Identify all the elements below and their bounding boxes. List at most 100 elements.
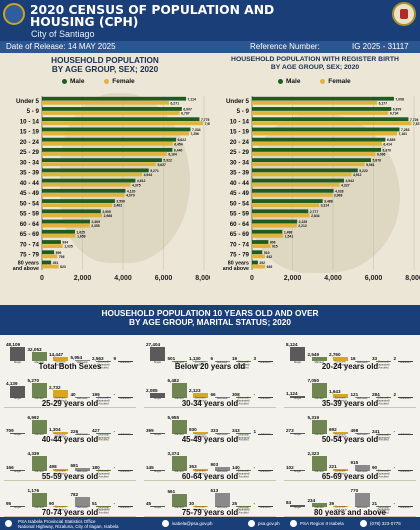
marital-value-label: -	[393, 465, 396, 471]
marital-bar: 903	[211, 462, 230, 471]
female-data-label: 6,271	[170, 101, 179, 105]
marital-category-label: Single	[13, 469, 22, 473]
marital-bar: 1,124	[286, 391, 305, 398]
y-tick-label: and above	[223, 266, 249, 272]
panel-divider	[144, 443, 276, 445]
marital-bar: 915	[351, 460, 370, 471]
female-bar	[252, 193, 333, 197]
household-population-chart: 0 2,000 4,000 6,000 8,000 Under 5 7,114 6,271 5 …	[13, 96, 210, 282]
male-data-label: 806	[270, 241, 276, 245]
marital-value-label: 1,124	[286, 390, 298, 396]
marital-panel: 102 Single 2,323 Married 221 Common-Law/Live-…	[280, 444, 420, 481]
marital-bar: 4,339	[28, 451, 47, 471]
marital-value-label: 308	[232, 392, 240, 398]
marital-category-label: Common-Law/Live-in	[53, 469, 68, 476]
marital-category-label: Married	[174, 360, 184, 364]
marital-category-label: Single	[293, 360, 302, 364]
marital-category-label: Widowed	[76, 360, 88, 364]
marital-bar: 48,109	[6, 342, 25, 362]
marital-category-label: Single	[293, 505, 302, 509]
panel-divider	[284, 370, 416, 372]
female-bar	[42, 193, 125, 197]
marital-panel-title: 20-24 years old	[321, 362, 379, 372]
marital-category-label: Common-Law/Live-in	[193, 469, 208, 476]
marital-category-label: Common-Law/Live-in	[333, 396, 348, 403]
female-bar	[252, 111, 389, 115]
female-bar	[252, 213, 310, 218]
y-tick-label: Under 5	[16, 98, 40, 105]
y-tick-label: 80 years	[18, 260, 39, 266]
marital-value-label: 903	[210, 461, 219, 467]
marital-bar: 284	[372, 392, 391, 398]
marital-category-label: Married	[314, 505, 324, 509]
marital-panel-title: Below 20 years old	[174, 362, 246, 372]
marital-bar: 2,323	[308, 451, 327, 471]
marital-category-label: Married	[174, 469, 184, 473]
marital-panel: 84 Single 234 Married 39 Common-Law/Live-in 77…	[280, 481, 420, 517]
female-bar	[252, 223, 297, 228]
male-bar	[42, 147, 173, 152]
marital-bar: 427	[92, 428, 111, 435]
marital-category-label: Single	[13, 433, 22, 437]
marital-bar: 3,374	[168, 451, 187, 471]
y-tick-label: 60 - 64	[20, 221, 40, 228]
panel-divider	[144, 480, 276, 481]
marital-category-label: Single	[153, 433, 162, 437]
female-data-label: 4,912	[353, 173, 362, 177]
marital-panel-title: 50-54 years old	[321, 435, 379, 445]
chart2-title-line2: BY AGE GROUP, SEX; 2020	[270, 64, 360, 71]
marital-category-label: Unknown	[259, 433, 271, 437]
footer-website[interactable]: psa.gov.ph	[258, 521, 280, 526]
marital-panel: 273 Single 5,319 Married 692 Common-Law/Live-…	[280, 408, 420, 445]
marital-panel-title: 80 years and above	[314, 507, 386, 517]
release-date: Date of Release: 14 MAY 2025	[6, 42, 116, 51]
male-bar	[252, 168, 358, 173]
y-tick-label: 30 - 34	[20, 159, 40, 166]
marital-bar: 95	[6, 501, 25, 507]
footer-email[interactable]: isabela@psa.gov.ph	[172, 521, 213, 526]
female-bar	[252, 172, 352, 177]
male-data-label: 4,028	[335, 189, 344, 193]
marital-bar: 102	[286, 465, 305, 471]
female-data-label: 4,079	[126, 194, 135, 198]
marital-bar: 2	[394, 392, 413, 398]
marital-value-label: 8,124	[286, 342, 298, 347]
female-bar	[42, 100, 169, 105]
x-tick-label: 2,000	[74, 275, 92, 282]
marital-category-label: Widowed	[76, 505, 88, 509]
marital-value-label: 1,643	[329, 389, 341, 395]
female-data-label: 2,212	[298, 224, 307, 228]
marital-category-label: Widowed	[76, 433, 88, 437]
marital-value-label: 782	[70, 492, 79, 498]
footer-facebook[interactable]: PSA Region II Isabela	[300, 521, 344, 526]
marital-category-label: Common-Law/Live-in	[53, 396, 68, 403]
marital-category-label: Unknown	[259, 396, 271, 400]
marital-bar: -	[394, 501, 413, 507]
marital-value-label: 3	[253, 355, 257, 361]
marital-value-label: 221	[329, 464, 337, 470]
marital-bar: 2,760	[329, 352, 348, 362]
female-data-label: 4,944	[144, 173, 153, 177]
marital-bar: 32,053	[28, 347, 47, 362]
female-bar	[252, 131, 398, 136]
marital-category-label: Unknown	[119, 433, 131, 437]
marital-value-label: 1,176	[27, 487, 40, 493]
x-tick-label: 8,000	[405, 275, 420, 282]
marital-category-label: Single	[13, 396, 22, 400]
marital-category-label: Divorced/ Separated/ Annulled	[237, 433, 250, 442]
male-bar	[42, 127, 191, 132]
male-bar	[42, 260, 52, 265]
header-banner: 2020 CENSUS OF POPULATION AND HOUSING (C…	[0, 0, 420, 41]
location-icon	[5, 520, 12, 527]
marital-value-label: 427	[92, 428, 100, 434]
marital-category-label: Single	[293, 469, 302, 473]
marital-bar: 8,124	[286, 342, 305, 362]
female-data-label: 4,327	[341, 183, 350, 187]
marital-category-label: Divorced/ Separated/ Annulled	[97, 396, 110, 406]
x-tick-label: 8,000	[195, 275, 210, 282]
marital-category-label: Divorced/ Separated/ Annulled	[237, 469, 250, 479]
marital-category-label: Single	[153, 469, 162, 473]
marital-value-label: 241	[372, 428, 380, 434]
marital-category-label: Widowed	[216, 505, 228, 509]
marital-bar: 1,176	[28, 488, 47, 507]
